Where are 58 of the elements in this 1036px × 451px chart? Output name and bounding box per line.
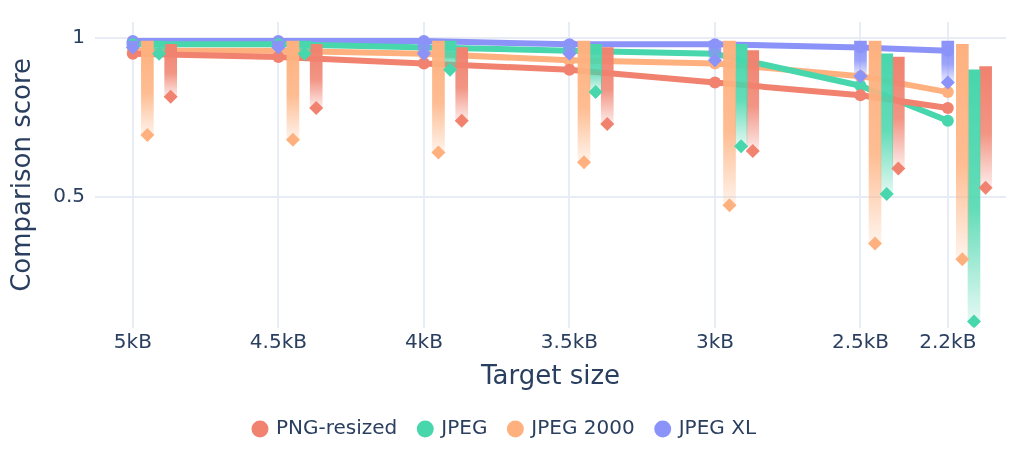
point xyxy=(576,155,591,170)
x-axis-title: Target size xyxy=(479,360,621,391)
x-tick-label: 2.5kB xyxy=(831,329,890,353)
point xyxy=(891,161,906,176)
bar xyxy=(286,40,300,141)
point xyxy=(955,252,970,267)
point xyxy=(708,76,721,89)
point xyxy=(941,102,954,115)
point xyxy=(722,198,737,213)
point xyxy=(417,57,430,70)
point xyxy=(940,75,955,90)
point xyxy=(879,187,894,202)
point xyxy=(734,139,749,154)
bar xyxy=(723,40,736,206)
y-tick-label: 0.5 xyxy=(53,183,86,208)
bar xyxy=(309,43,323,109)
x-tick-label: 2.2kB xyxy=(919,329,977,353)
x-tick-label: 4.5kB xyxy=(249,329,307,353)
point xyxy=(854,89,867,102)
point xyxy=(285,132,300,147)
point xyxy=(978,180,993,195)
point xyxy=(454,113,469,128)
x-tick-label: 3kB xyxy=(695,329,734,353)
point xyxy=(588,85,603,100)
legend-label: PNG-resized xyxy=(275,415,398,440)
point xyxy=(868,236,883,251)
legend-label: JPEG xyxy=(439,415,488,440)
point xyxy=(140,128,155,143)
point xyxy=(309,101,324,116)
legend-label: JPEG XL xyxy=(676,415,757,440)
bar xyxy=(956,43,969,260)
point xyxy=(152,46,167,61)
point xyxy=(941,114,954,127)
point xyxy=(125,40,140,55)
point xyxy=(163,89,178,104)
point xyxy=(562,46,577,61)
point xyxy=(966,314,981,328)
point xyxy=(707,53,722,68)
point xyxy=(431,145,446,160)
point xyxy=(443,62,458,77)
point xyxy=(271,40,286,55)
bar xyxy=(141,40,154,136)
point xyxy=(563,63,576,76)
bar xyxy=(868,40,882,244)
x-tick-label: 4kB xyxy=(404,329,443,353)
bar xyxy=(577,40,591,163)
y-axis-title: Comparison score xyxy=(6,58,37,292)
x-tick-label: 5kB xyxy=(113,329,152,353)
legend-label: JPEG 2000 xyxy=(529,415,635,440)
bar xyxy=(164,43,178,98)
point xyxy=(745,144,760,159)
point xyxy=(297,46,312,61)
bar xyxy=(432,40,445,153)
x-tick-label: 3.5kB xyxy=(540,329,598,353)
point xyxy=(600,116,615,131)
point xyxy=(941,86,954,99)
bar xyxy=(455,47,469,122)
y-tick-label: 1 xyxy=(72,24,86,49)
